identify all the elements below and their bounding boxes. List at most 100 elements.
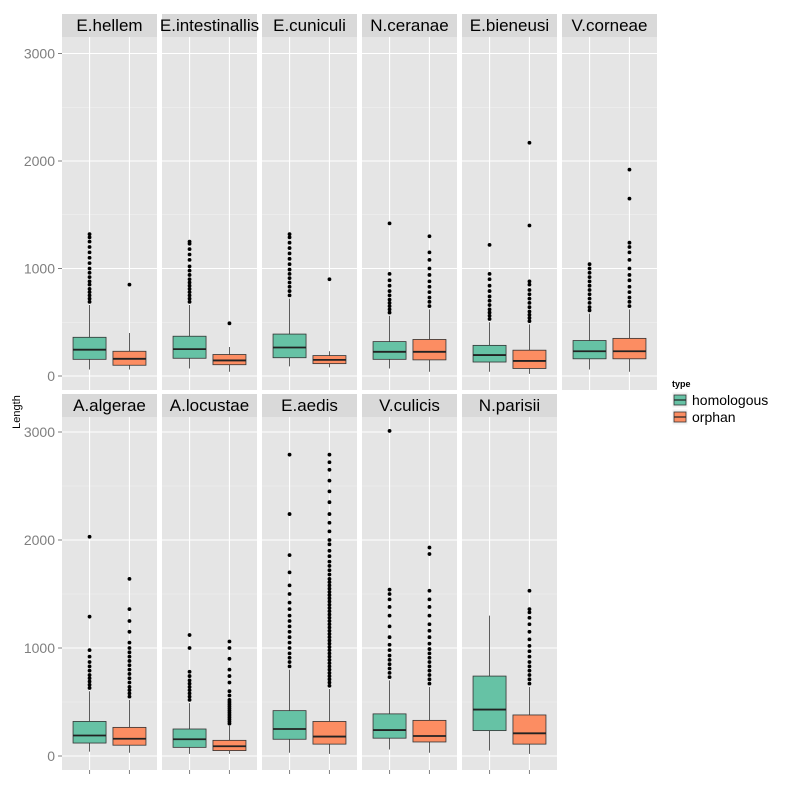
outlier-point [427, 279, 432, 284]
outlier-point [327, 641, 332, 646]
facet-panel-e-cuniculi: E.cuniculi [262, 14, 357, 390]
outlier-point [187, 684, 192, 689]
y-axis-row-2: 0 1000 2000 3000 [24, 424, 62, 764]
outlier-point [527, 607, 532, 612]
box-homologous [172, 633, 207, 754]
outlier-point [387, 278, 392, 283]
outlier-point [387, 289, 392, 293]
outlier-point [527, 629, 532, 634]
outlier-point [327, 568, 332, 573]
outlier-point [487, 294, 492, 299]
outlier-point [427, 273, 432, 277]
outlier-point [487, 303, 492, 307]
outlier-point [87, 676, 92, 681]
outlier-point [127, 282, 132, 287]
outlier-point [187, 264, 192, 269]
outlier-point [127, 688, 132, 693]
outlier-point [387, 613, 392, 618]
outlier-point [327, 667, 332, 672]
outlier-point [427, 234, 432, 239]
outlier-point [427, 299, 432, 304]
outlier-point [527, 140, 532, 145]
outlier-point [627, 240, 632, 245]
outlier-point [127, 694, 132, 699]
y-tick-label: 0 [47, 748, 55, 764]
outlier-point [527, 588, 532, 593]
facet-panel-e-hellem: E.hellem [62, 14, 157, 390]
outlier-point [327, 619, 332, 623]
outlier-point [187, 277, 192, 282]
y-tick-label: 2000 [24, 153, 55, 169]
outlier-point [387, 605, 392, 609]
outlier-point [587, 305, 592, 310]
outlier-point [187, 280, 192, 285]
outlier-point [227, 656, 232, 661]
outlier-point [387, 675, 392, 680]
outlier-point [327, 512, 332, 516]
outlier-point [227, 697, 232, 702]
legend-title: type [672, 379, 691, 389]
facet-strip-label: E.cuniculi [273, 16, 346, 35]
outlier-point [387, 670, 392, 675]
outlier-point [187, 633, 192, 637]
outlier-point [227, 680, 232, 685]
facet-strip-label: N.ceranae [370, 16, 448, 35]
facet-panel-n-ceranae: N.ceranae [362, 14, 457, 390]
facet-strip [362, 394, 457, 417]
outlier-point [127, 650, 132, 655]
legend-entry-label: homologous [692, 392, 768, 408]
outlier-point [627, 295, 632, 300]
outlier-point [327, 661, 332, 666]
box-iqr [72, 336, 107, 360]
outlier-point [87, 293, 92, 298]
outlier-point [487, 277, 492, 282]
outlier-point [387, 662, 392, 667]
box-iqr [272, 710, 307, 740]
outlier-point [87, 648, 92, 653]
outlier-point [87, 686, 92, 690]
outlier-point [527, 296, 532, 301]
outlier-point [87, 290, 92, 295]
outlier-point [427, 641, 432, 646]
outlier-point [487, 317, 492, 321]
box-iqr [612, 337, 647, 360]
outlier-point [87, 279, 92, 284]
box-iqr [472, 675, 507, 732]
outlier-point [127, 629, 132, 634]
outlier-point [287, 251, 292, 256]
outlier-point [187, 688, 192, 693]
box-homologous [472, 615, 507, 751]
outlier-point [127, 659, 132, 663]
outlier-point [87, 673, 92, 677]
outlier-point [87, 239, 92, 244]
outlier-point [327, 542, 332, 547]
box-orphan [312, 277, 347, 368]
outlier-point [627, 250, 632, 255]
outlier-point [187, 268, 192, 273]
facet-strip [162, 14, 257, 37]
outlier-point [587, 301, 592, 305]
outlier-point [387, 587, 392, 592]
outlier-point [287, 664, 292, 669]
outlier-point [627, 290, 632, 295]
outlier-point [87, 296, 92, 301]
outlier-point [127, 684, 132, 689]
outlier-point [387, 592, 392, 596]
outlier-point [327, 452, 332, 457]
outlier-point [327, 670, 332, 675]
outlier-point [527, 610, 532, 615]
outlier-point [287, 512, 292, 516]
outlier-point [327, 638, 332, 643]
outlier-point [187, 694, 192, 699]
panel-background [162, 417, 257, 770]
outlier-point [327, 657, 332, 662]
outlier-point [587, 270, 592, 275]
y-tick-label: 3000 [24, 46, 55, 62]
outlier-point [387, 283, 392, 288]
outlier-point [427, 545, 432, 550]
outlier-point [527, 301, 532, 305]
outlier-point [227, 689, 232, 694]
facet-strip [262, 14, 357, 37]
facet-panel-a-locustae: A.locustae [162, 394, 257, 774]
facet-strip-label: V.corneae [572, 16, 648, 35]
